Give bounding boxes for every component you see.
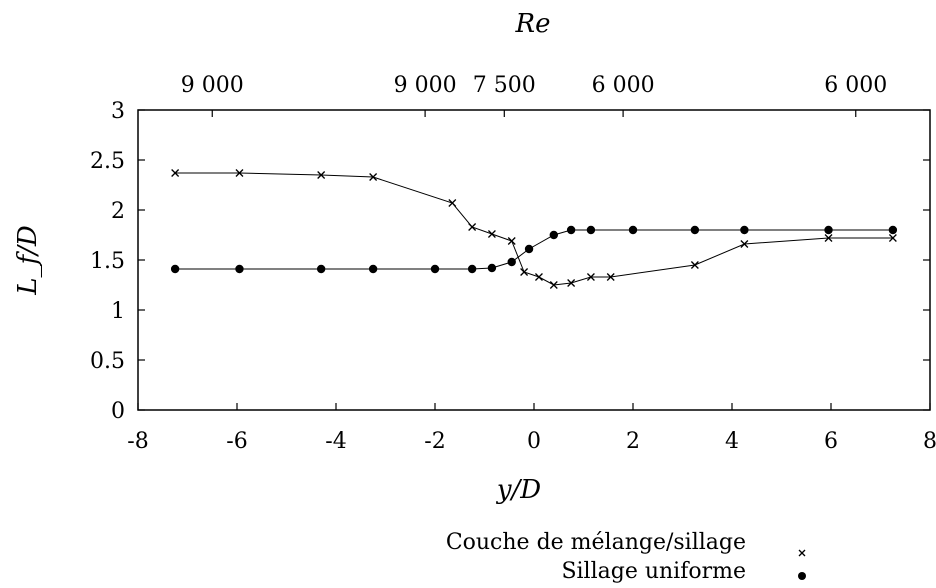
- series-layer: [170, 169, 898, 289]
- series-0-point-8: [520, 268, 529, 276]
- series-0-point-0: [171, 169, 180, 177]
- series-1-point-14: [740, 225, 749, 235]
- series-0-point-12: [586, 273, 595, 281]
- y-tick-label-4: 2: [111, 199, 125, 224]
- ticks: -8 -6 -4 -2 0 2 4 6 8 0 0.5 1 1.5 2 2.5 3 9 000 9 000 7 50…: [90, 73, 936, 454]
- legend: Couche de mélange/sillage Sillage unifor…: [446, 530, 806, 584]
- y-tick-label-0: 0: [111, 399, 125, 424]
- x-tick-label-3: -2: [424, 429, 445, 454]
- y-tick-label-5: 2.5: [90, 149, 125, 174]
- series-1-point-9: [549, 230, 558, 240]
- series-1-point-11: [586, 225, 596, 235]
- series-1-point-5: [467, 264, 477, 274]
- top-tick-label-1: 9 000: [394, 73, 457, 98]
- series-1-point-13: [690, 225, 700, 235]
- y-tick-label-6: 3: [111, 99, 125, 124]
- top-tick-label-4: 6 000: [824, 73, 887, 98]
- series-1-point-7: [507, 257, 516, 267]
- series-1-point-16: [888, 225, 898, 235]
- top-tick-label-3: 6 000: [592, 73, 655, 98]
- x-tick-label-0: -8: [127, 429, 148, 454]
- x-tick-label-8: 8: [923, 429, 936, 454]
- y-tick-label-2: 1: [111, 299, 125, 324]
- top-tick-label-2: 7 500: [473, 73, 536, 98]
- series-0-point-17: [888, 234, 897, 242]
- y-tick-label-3: 1.5: [90, 249, 125, 274]
- legend-label-uniforme: Sillage uniforme: [561, 559, 746, 584]
- x-tick-label-7: 6: [824, 429, 838, 454]
- series-0-point-3: [369, 173, 378, 181]
- x-tick-label-2: -4: [325, 429, 346, 454]
- plot-frame: [137, 109, 931, 411]
- series-0-point-13: [606, 273, 615, 281]
- series-1-point-15: [824, 225, 833, 235]
- series-0-point-15: [740, 240, 749, 248]
- series-0-point-1: [235, 169, 244, 177]
- top-axis-title: Re: [515, 9, 551, 39]
- series-1-point-8: [524, 244, 534, 254]
- series-1-point-0: [170, 264, 180, 274]
- top-tick-label-0: 9 000: [181, 73, 244, 98]
- series-line-0: [175, 172, 893, 286]
- legend-marker-dot: [798, 572, 806, 580]
- series-1-point-6: [487, 263, 497, 273]
- series-1-point-3: [368, 264, 378, 274]
- series-1-point-4: [430, 264, 440, 274]
- x-tick-label-4: 0: [527, 429, 541, 454]
- series-0-point-11: [567, 279, 576, 287]
- series-0-point-14: [690, 261, 699, 269]
- x-tick-label-1: -6: [226, 429, 247, 454]
- series-0-point-9: [534, 273, 543, 281]
- x-tick-label-5: 2: [626, 429, 640, 454]
- series-0-point-4: [448, 199, 457, 207]
- series-line-1: [175, 229, 893, 270]
- x-axis-title: y/D: [496, 475, 541, 505]
- series-0-point-16: [824, 234, 833, 242]
- series-1-point-2: [316, 264, 326, 274]
- legend-marker-x: [798, 549, 806, 557]
- x-tick-label-6: 4: [725, 429, 739, 454]
- y-axis-title: L_f/D: [13, 225, 43, 296]
- series-0-point-6: [487, 230, 496, 238]
- series-1-point-1: [235, 264, 244, 274]
- series-0-point-7: [507, 237, 516, 245]
- series-0-point-5: [468, 223, 477, 231]
- series-1-point-10: [566, 225, 576, 235]
- legend-label-melange: Couche de mélange/sillage: [446, 530, 746, 555]
- series-0-point-2: [317, 171, 326, 179]
- series-0-point-10: [549, 281, 558, 289]
- series-1-point-12: [628, 225, 638, 235]
- y-tick-label-1: 0.5: [90, 349, 125, 374]
